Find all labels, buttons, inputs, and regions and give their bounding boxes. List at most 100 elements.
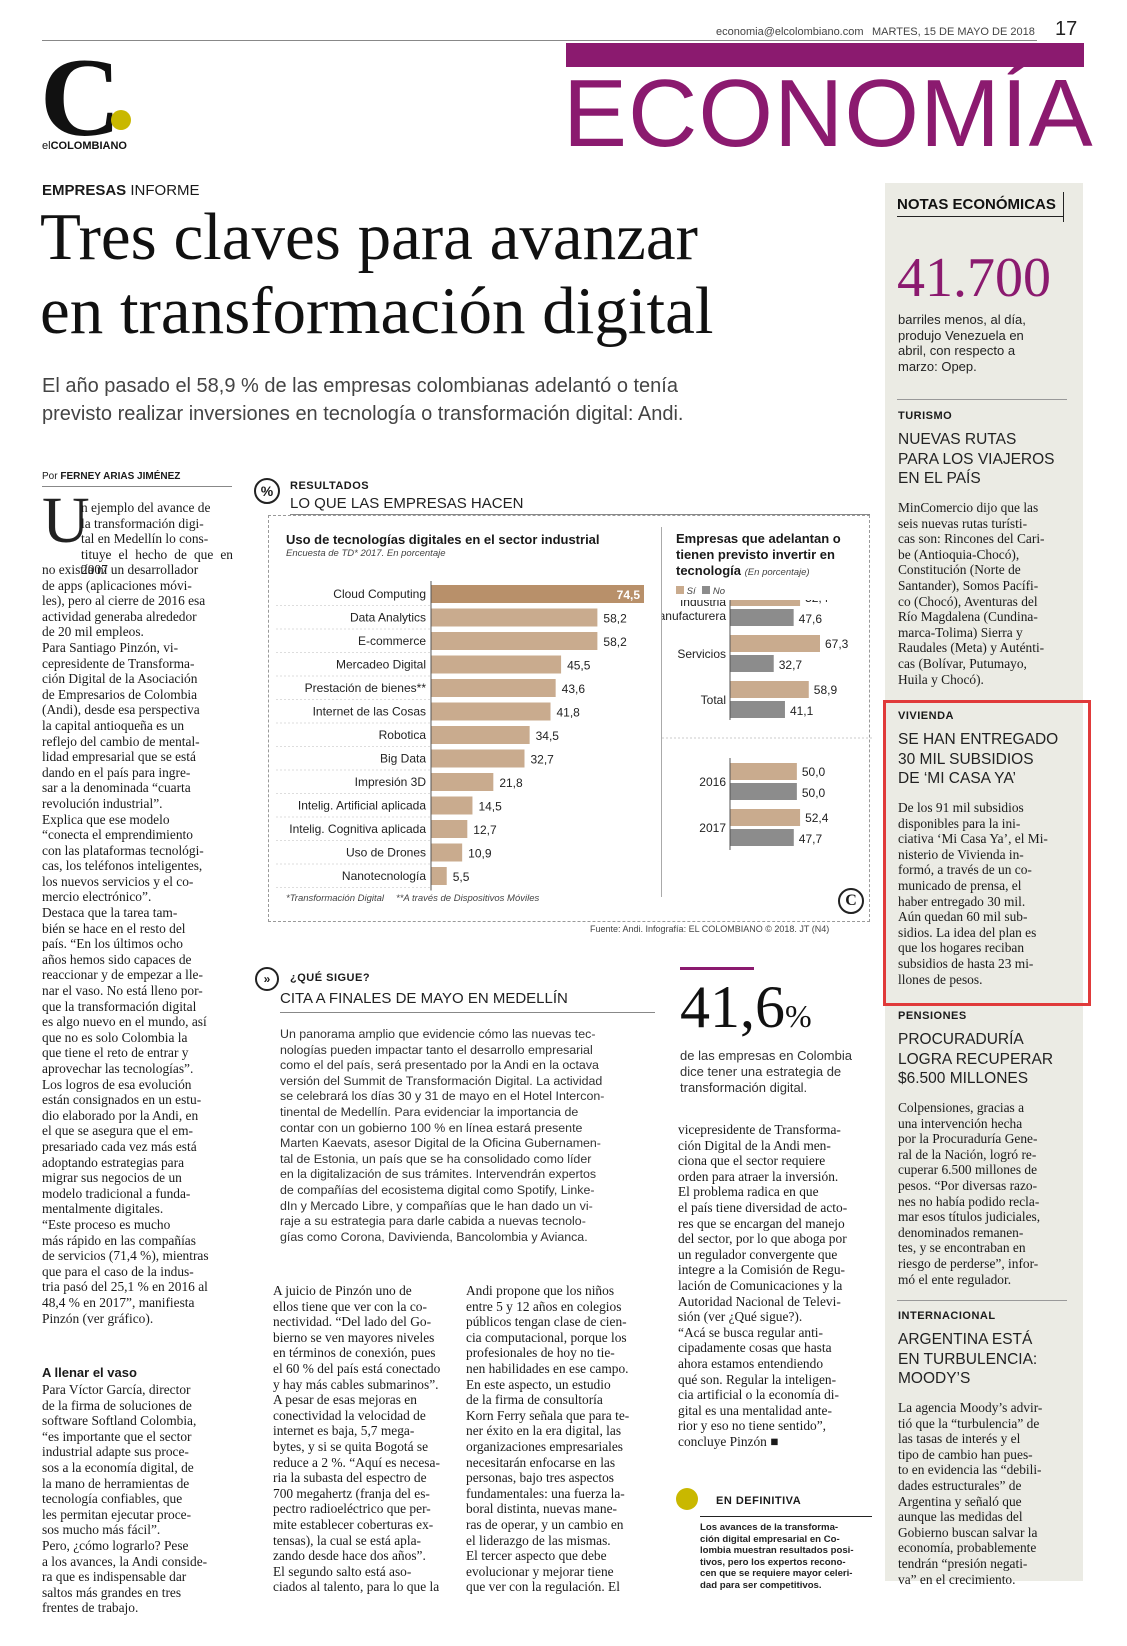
chart1-value-label: 10,9 [468,847,492,861]
chart1-bar [431,655,562,674]
chart1-subtitle: Encuesta de TD* 2017. En porcentaje [286,548,446,559]
percent-icon: % [254,478,280,504]
chart2-value-si: 67,3 [825,637,849,651]
col2-body: A juicio de Pinzón uno de ellos tiene qu… [273,1283,441,1595]
note-headline-vivienda: SE HAN ENTREGADO 30 MIL SUBSIDIOS DE ‘MI… [898,731,1059,787]
dropcap: U [42,484,90,557]
kicker-section: EMPRESAS [42,182,127,199]
chart-frame [268,515,870,922]
chart1-bar [431,608,598,627]
chart1-category-label: Cloud Computing [333,587,426,601]
legend-si-swatch [676,586,684,594]
sidebar-stat-text: barriles menos, al día, produjo Venezuel… [898,312,1026,374]
chart1-bar [431,632,598,650]
chart1-category-label: Impresión 3D [355,775,427,789]
chart1-category-label: Big Data [380,752,426,766]
chart1-value-label: 21,8 [499,776,523,790]
kicker-type: INFORME [130,182,200,199]
big-stat: 41,6% [680,972,812,1051]
legend-no-label: No [712,586,726,597]
chart2-subtitle: (En porcentaje) [744,567,810,578]
chart1-value-label: 12,7 [473,823,497,837]
chart1-value-label: 45,5 [567,659,591,673]
byline-prefix: Por [42,471,58,482]
note-kicker-turismo: TURISMO [898,410,953,422]
chart1-bar [431,867,447,885]
sidebar-stat-number: 41.700 [897,247,1051,309]
chart1-value-label: 14,5 [478,800,502,814]
note-body-internacional: La agencia Moody’s advir- tió que la “tu… [898,1400,1043,1587]
chart2-legend: Sí No [676,586,725,597]
byline-rule [42,486,232,487]
col4-body: vicepresidente de Transforma- ción Digit… [678,1122,848,1449]
section-bar [566,43,1084,67]
que-sigue-body: Un panorama amplio que evidencie cómo la… [280,1027,605,1244]
que-sigue-rule [280,1012,655,1013]
chart1-bar [431,749,525,768]
infographic-source: Fuente: Andi. Infografía: EL COLOMBIANO … [590,924,830,934]
legend-no-swatch [702,586,711,594]
sidebar-title: NOTAS ECONÓMICAS [897,196,1056,213]
logo-wordmark: elCOLOMBIANO [42,140,127,152]
note-headline-turismo: NUEVAS RUTAS PARA LOS VIAJEROS EN EL PAÍ… [898,431,1055,487]
chart2-title-text: Empresas que adelantan o tienen previsto… [676,531,841,578]
chart-logo-icon: C [838,888,864,914]
chart1-title: Uso de tecnologías digitales en el secto… [286,532,600,547]
chart2-svg: Industriamanufacturera 52,4 47,6 Servicios 6… [662,600,872,850]
chart1-category-label: Mercadeo Digital [336,658,426,672]
chart2-group-label: Total [701,693,726,707]
big-stat-unit: % [785,998,812,1034]
en-definitiva-icon [676,1488,698,1510]
infographic-title-rule [290,514,870,515]
chart2-group-label: Industria [680,600,726,609]
chart1-svg: Cloud Computing 74,5 Data Analytics 58,2 E-c… [276,581,644,891]
chart1-category-label: Nanotecnología [342,869,426,883]
que-sigue-title: CITA A FINALES DE MAYO EN MEDELLÍN [280,990,568,1007]
chart2-value-no: 50,0 [802,786,826,800]
chart2-value-no: 47,7 [799,832,823,846]
note-kicker-pensiones: PENSIONES [898,1010,967,1022]
chart1-value-label: 34,5 [536,729,560,743]
chart2-bar-no [730,609,794,626]
chart2-bar-si [730,809,801,826]
deck: El año pasado el 58,9 % de las empresas … [42,375,684,425]
note-rule-turismo [897,399,1067,400]
byline: Por FERNEY ARIAS JIMÉNEZ [42,471,180,482]
infographic-title: LO QUE LAS EMPRESAS HACEN [290,495,524,512]
chart2-value-si: 52,4 [805,811,829,825]
chart-footnote-2: **A través de Dispositivos Móviles [396,893,540,904]
page-number: 17 [1055,18,1078,40]
sidebar [885,183,1083,1581]
chart2-group-label: manufacturera [662,609,726,623]
chart1-bar [431,726,530,744]
chart2-bar-no [730,829,794,846]
note-rule-internacional [897,1300,1067,1301]
chart2-bar-si [730,635,820,652]
header-email: economia@elcolombiano.com [716,26,864,38]
note-body-turismo: MinComercio dijo que las seis nuevas rut… [898,500,1045,687]
chart1-bar [431,585,644,603]
note-headline-internacional: ARGENTINA ESTÁ EN TURBULENCIA: MOODY’S [898,1331,1038,1387]
col1-body2: Para Víctor García, director de la firma… [42,1382,208,1616]
que-sigue-icon: » [255,967,279,991]
big-stat-number: 41,6 [680,974,785,1040]
col3-body: Andi propone que los niños entre 5 y 12 … [466,1283,630,1595]
byline-author: FERNEY ARIAS JIMÉNEZ [60,471,181,482]
chart-footnote-1: *Transformación Digital [286,893,385,904]
en-definitiva-rule [700,1516,872,1517]
chart1-category-label: Intelig. Artificial aplicada [298,799,426,813]
chart2-bar-si [730,763,797,780]
chart1-category-label: Robotica [379,728,427,742]
chart1-bar [431,773,494,791]
chart1-value-label: 41,8 [557,706,581,720]
chart1-value-label: 58,2 [603,612,627,626]
chart2-bar-no [730,783,797,800]
chart1-value-label: 32,7 [530,753,554,767]
note-kicker-vivienda: VIVIENDA [898,710,954,722]
chart2-group-label: 2016 [699,775,726,789]
header-date: MARTES, 15 DE MAYO DE 2018 [872,26,1035,38]
note-kicker-internacional: INTERNACIONAL [898,1310,996,1322]
legend-si-label: Sí [686,586,696,597]
chart2-value-no: 47,6 [799,612,823,626]
chart2-value-si: 50,0 [802,765,826,779]
